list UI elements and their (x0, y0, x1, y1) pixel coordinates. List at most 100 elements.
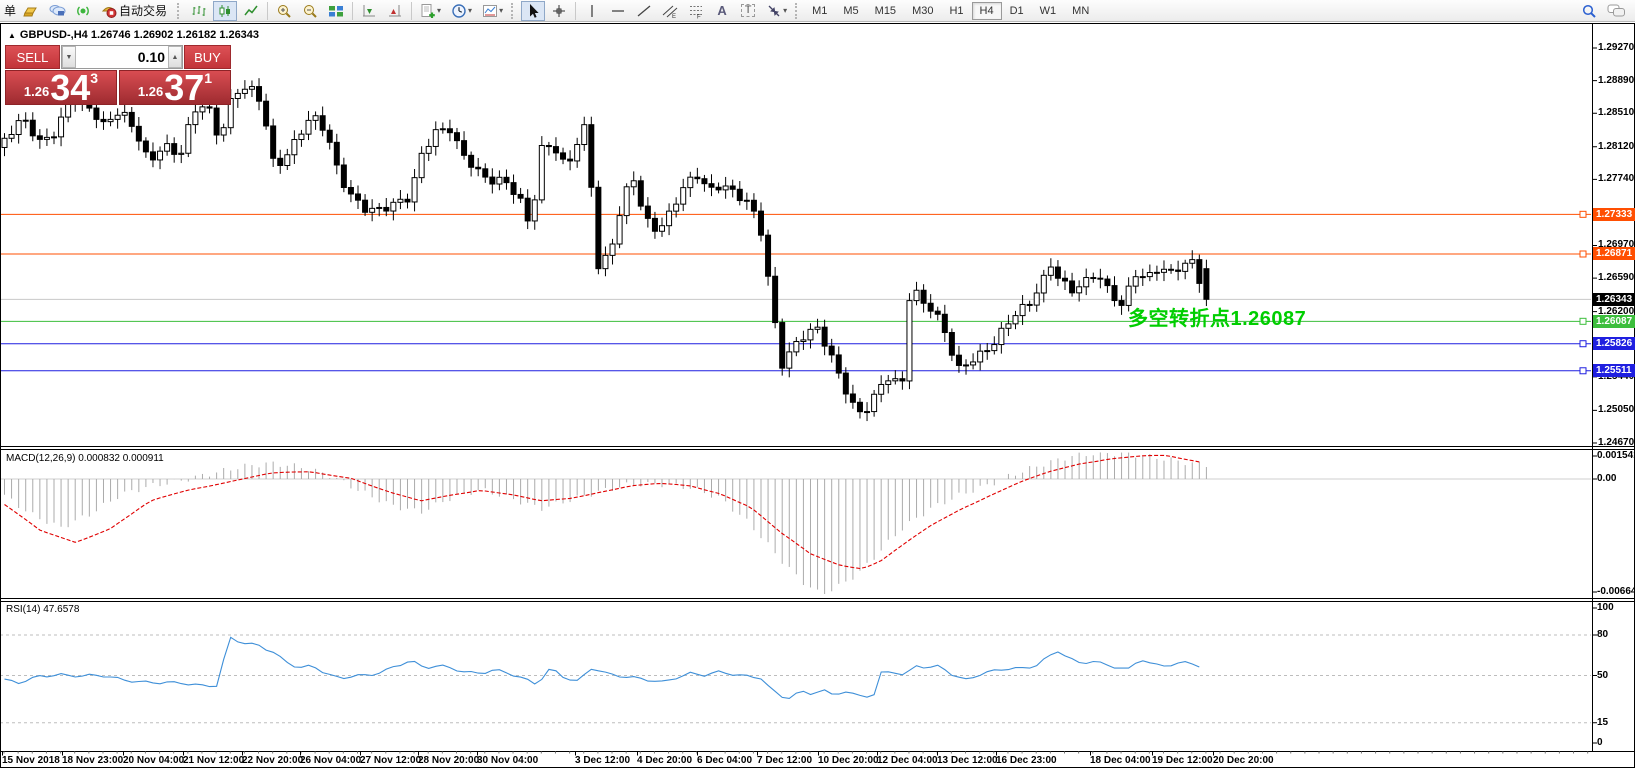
signal-icon (77, 5, 89, 16)
period-button[interactable]: ▾ (447, 1, 476, 21)
timeframe-h1-button[interactable]: H1 (941, 2, 971, 20)
volume-input[interactable]: 0.10 (137, 49, 165, 65)
chart-canvas[interactable] (0, 23, 1635, 768)
vertical-line-icon (591, 4, 593, 17)
autotrading-button[interactable]: 自动交易 (97, 1, 173, 21)
pivot-annotation-text[interactable]: 多空转折点1.26087 (1128, 308, 1307, 331)
toolbar-grip (795, 2, 801, 19)
time-axis-label: 20 Dec 20:00 (1213, 755, 1274, 766)
text-label-tool-button[interactable]: T (736, 1, 760, 21)
ohlc-bars-icon (192, 5, 206, 16)
toolbar-grip (511, 2, 517, 19)
channel-tool-button[interactable]: E (658, 1, 682, 21)
buy-price-sup: 1 (204, 70, 213, 86)
one-click-trading-panel: SELL ▼ 0.10 ▲ BUY 1.26 34 3 1.26 37 1 (5, 45, 231, 105)
timeframe-m5-button[interactable]: M5 (835, 2, 866, 20)
rsi-axis-tick: 80 (1597, 629, 1609, 640)
fibonacci-tool-button[interactable]: F (684, 1, 708, 21)
collapse-triangle-icon[interactable]: ▲ (8, 30, 16, 40)
autotrading-label: 自动交易 (119, 4, 168, 18)
template-icon (483, 4, 498, 17)
label-tool-letter: T (740, 4, 756, 17)
auto-scroll-icon (363, 4, 376, 16)
symbol-search-button[interactable] (1577, 1, 1601, 21)
price-axis-tick: 1.29270 (1598, 42, 1635, 53)
zoom-out-button[interactable] (298, 1, 322, 21)
cursor-tool-button[interactable] (521, 0, 546, 21)
timeframe-m15-button[interactable]: M15 (867, 2, 904, 20)
trendline-tool-button[interactable] (632, 1, 656, 21)
timeframe-m1-button[interactable]: M1 (804, 2, 835, 20)
chat-icon (1607, 4, 1625, 16)
time-axis-label: 6 Dec 04:00 (697, 755, 753, 766)
timeframe-h4-button[interactable]: H4 (971, 2, 1002, 20)
line-chart-icon (244, 5, 258, 15)
crosshair-tool-button[interactable] (547, 1, 571, 21)
buy-price-button[interactable]: 1.26 37 1 (119, 70, 231, 105)
macd-axis-tick: 0.001541 (1597, 450, 1635, 461)
auto-scroll-button[interactable] (357, 1, 381, 21)
chart-title: ▲ GBPUSD-,H4 1.26746 1.26902 1.26182 1.2… (8, 29, 259, 41)
sell-price-prefix: 1.26 (23, 84, 50, 99)
timeframe-d1-button[interactable]: D1 (1002, 2, 1032, 20)
template-button[interactable]: ▾ (478, 1, 507, 21)
buy-price-prefix: 1.26 (137, 84, 164, 99)
new-order-button[interactable]: 单 (4, 4, 17, 18)
rsi-axis-tick: 0 (1597, 737, 1603, 748)
time-axis-label: 4 Dec 20:00 (637, 755, 693, 766)
current-price-label[interactable]: 1.26343 (1593, 292, 1635, 306)
market-cloud-icon[interactable] (45, 1, 69, 21)
time-axis-label: 19 Dec 12:00 (1152, 755, 1213, 766)
tile-windows-button[interactable] (324, 1, 348, 21)
equidistant-channel-icon: E (662, 5, 678, 19)
text-tool-button[interactable]: A (710, 1, 734, 21)
timeframe-group: M1 M5 M15 M30 H1 H4 D1 W1 MN (804, 1, 1097, 20)
trendline-icon (637, 5, 651, 16)
dropdown-caret-icon: ▾ (437, 6, 442, 15)
time-axis-label: 30 Nov 04:00 (477, 755, 539, 766)
text-tool-letter: A (717, 3, 727, 18)
tile-windows-icon (329, 5, 344, 16)
level-price-label[interactable]: 1.26087 (1593, 314, 1635, 328)
time-axis-label: 3 Dec 12:00 (575, 755, 631, 766)
horizontal-line-tool-button[interactable] (606, 1, 630, 21)
time-axis-label: 26 Nov 04:00 (300, 755, 362, 766)
time-axis-label: 18 Nov 23:00 (62, 755, 124, 766)
volume-decrease-button[interactable]: ▼ (62, 46, 76, 68)
candlestick-mode-button[interactable] (213, 0, 238, 21)
chart-shift-button[interactable] (383, 1, 407, 21)
toolbar-separator (411, 1, 413, 20)
horizontal-line-icon (612, 9, 625, 12)
volume-increase-button[interactable]: ▲ (168, 46, 182, 68)
arrows-tool-button[interactable]: ▾ (762, 1, 791, 21)
timeframe-mn-button[interactable]: MN (1064, 2, 1097, 20)
line-chart-mode-button[interactable] (239, 1, 263, 21)
add-indicator-button[interactable]: ▾ (416, 1, 445, 21)
sell-price-button[interactable]: 1.26 34 3 (5, 70, 117, 105)
timeframe-w1-button[interactable]: W1 (1032, 2, 1065, 20)
level-price-label[interactable]: 1.25826 (1593, 337, 1635, 351)
time-axis-label: 13 Dec 12:00 (937, 755, 998, 766)
gold-ingot-icon[interactable] (19, 1, 43, 21)
buy-button[interactable]: BUY (184, 45, 231, 69)
vertical-line-tool-button[interactable] (580, 1, 604, 21)
zoom-in-icon (278, 4, 291, 18)
candlestick-icon (219, 4, 231, 17)
level-price-label[interactable]: 1.26871 (1593, 247, 1635, 261)
volume-box: ▼ 0.10 ▲ (61, 45, 183, 69)
chat-button[interactable] (1603, 1, 1630, 21)
sell-button[interactable]: SELL (5, 45, 60, 69)
price-axis-tick: 1.26590 (1598, 272, 1635, 284)
chart-window: ▲ GBPUSD-,H4 1.26746 1.26902 1.26182 1.2… (0, 23, 1635, 768)
price-axis-tick: 1.25050 (1598, 404, 1635, 416)
level-price-label[interactable]: 1.25511 (1593, 364, 1635, 378)
bar-chart-mode-button[interactable] (187, 1, 211, 21)
level-price-label[interactable]: 1.27333 (1593, 207, 1635, 221)
rsi-axis-tick: 100 (1597, 602, 1614, 613)
zoom-in-button[interactable] (272, 1, 296, 21)
toolbar-separator (575, 1, 577, 20)
chart-title-text: GBPUSD-,H4 1.26746 1.26902 1.26182 1.263… (19, 29, 260, 41)
timeframe-m30-button[interactable]: M30 (904, 2, 941, 20)
signal-icon[interactable] (71, 1, 95, 21)
price-axis-tick: 1.26970 (1598, 239, 1635, 251)
